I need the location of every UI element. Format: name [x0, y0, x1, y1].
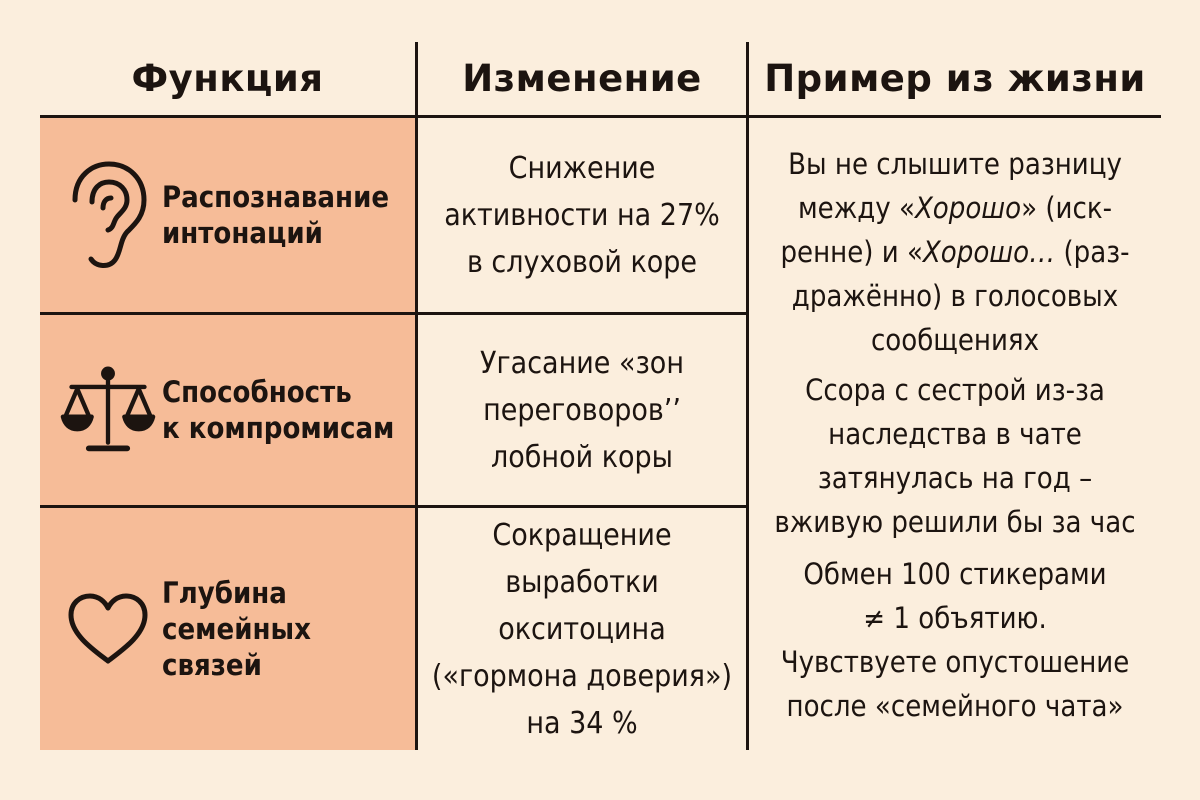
example-fragment: между « — [797, 191, 915, 225]
example-fragment: Обмен 100 стикерами — [803, 557, 1107, 591]
change-text: Снижение активности на 27% в слуховой ко… — [444, 150, 720, 280]
change-cell-1: Снижение активности на 27% в слуховой ко… — [418, 118, 746, 312]
example-fragment: дражённо) в голосовых — [791, 279, 1119, 313]
example-emphasis: Хорошо… — [922, 235, 1056, 269]
function-label: Способность к компромисам — [162, 375, 395, 445]
change-text: Сокращение выработки окситоцина («гормон… — [431, 517, 733, 741]
heart-icon — [60, 591, 156, 667]
row-divider — [40, 505, 749, 508]
example-emphasis: Хорошо — [914, 191, 1022, 225]
row-divider — [40, 312, 749, 315]
example-fragment: после «семейного чата» — [786, 689, 1124, 723]
change-cell-2: Угасание «зон переговоров’’ лобной коры — [418, 315, 746, 505]
example-fragment: наследства в чате — [828, 417, 1082, 451]
example-fragment: затянулась на год – — [817, 461, 1093, 495]
example-text-3: Обмен 100 стикерами ≠ 1 объятию. Чувствует… — [749, 552, 1161, 728]
change-cell-3: Сокращение выработки окситоцина («гормон… — [418, 508, 746, 750]
example-text-2: Ссора с сестрой из-за наследства в чате за… — [749, 368, 1161, 544]
example-fragment: Ссора с сестрой из-за — [805, 373, 1105, 407]
example-fragment: вживую решили бы за час — [774, 505, 1136, 539]
function-cell-3: Глубина семейных связей — [40, 508, 415, 750]
column-divider — [415, 42, 418, 750]
header-divider — [40, 115, 1161, 118]
function-cell-1: Распознавание интонаций — [40, 118, 415, 312]
function-label: Распознавание интонаций — [162, 180, 390, 250]
column-divider — [746, 42, 749, 750]
function-label: Глубина семейных связей — [162, 576, 311, 682]
example-fragment: ренне) и « — [780, 235, 923, 269]
example-fragment: ≠ 1 объятию. — [863, 601, 1047, 635]
scales-icon — [60, 364, 156, 456]
change-text: Угасание «зон переговоров’’ лобной коры — [480, 345, 684, 475]
example-fragment: Чувствуете опустошение — [780, 645, 1130, 679]
example-fragment: » (иск- — [1021, 191, 1113, 225]
column-header-change: Изменение — [462, 56, 702, 100]
example-fragment: сообщениях — [870, 323, 1040, 357]
column-header-example: Пример из жизни — [764, 56, 1146, 100]
example-fragment: (раз- — [1055, 235, 1130, 269]
ear-icon — [60, 160, 156, 270]
function-cell-2: Способность к компромисам — [40, 315, 415, 505]
column-header-function: Функция — [131, 56, 324, 100]
example-fragment: Вы не слышите разницу — [788, 147, 1122, 181]
example-text-1: Вы не слышите разницу между «Хорошо» (иск… — [749, 142, 1161, 362]
